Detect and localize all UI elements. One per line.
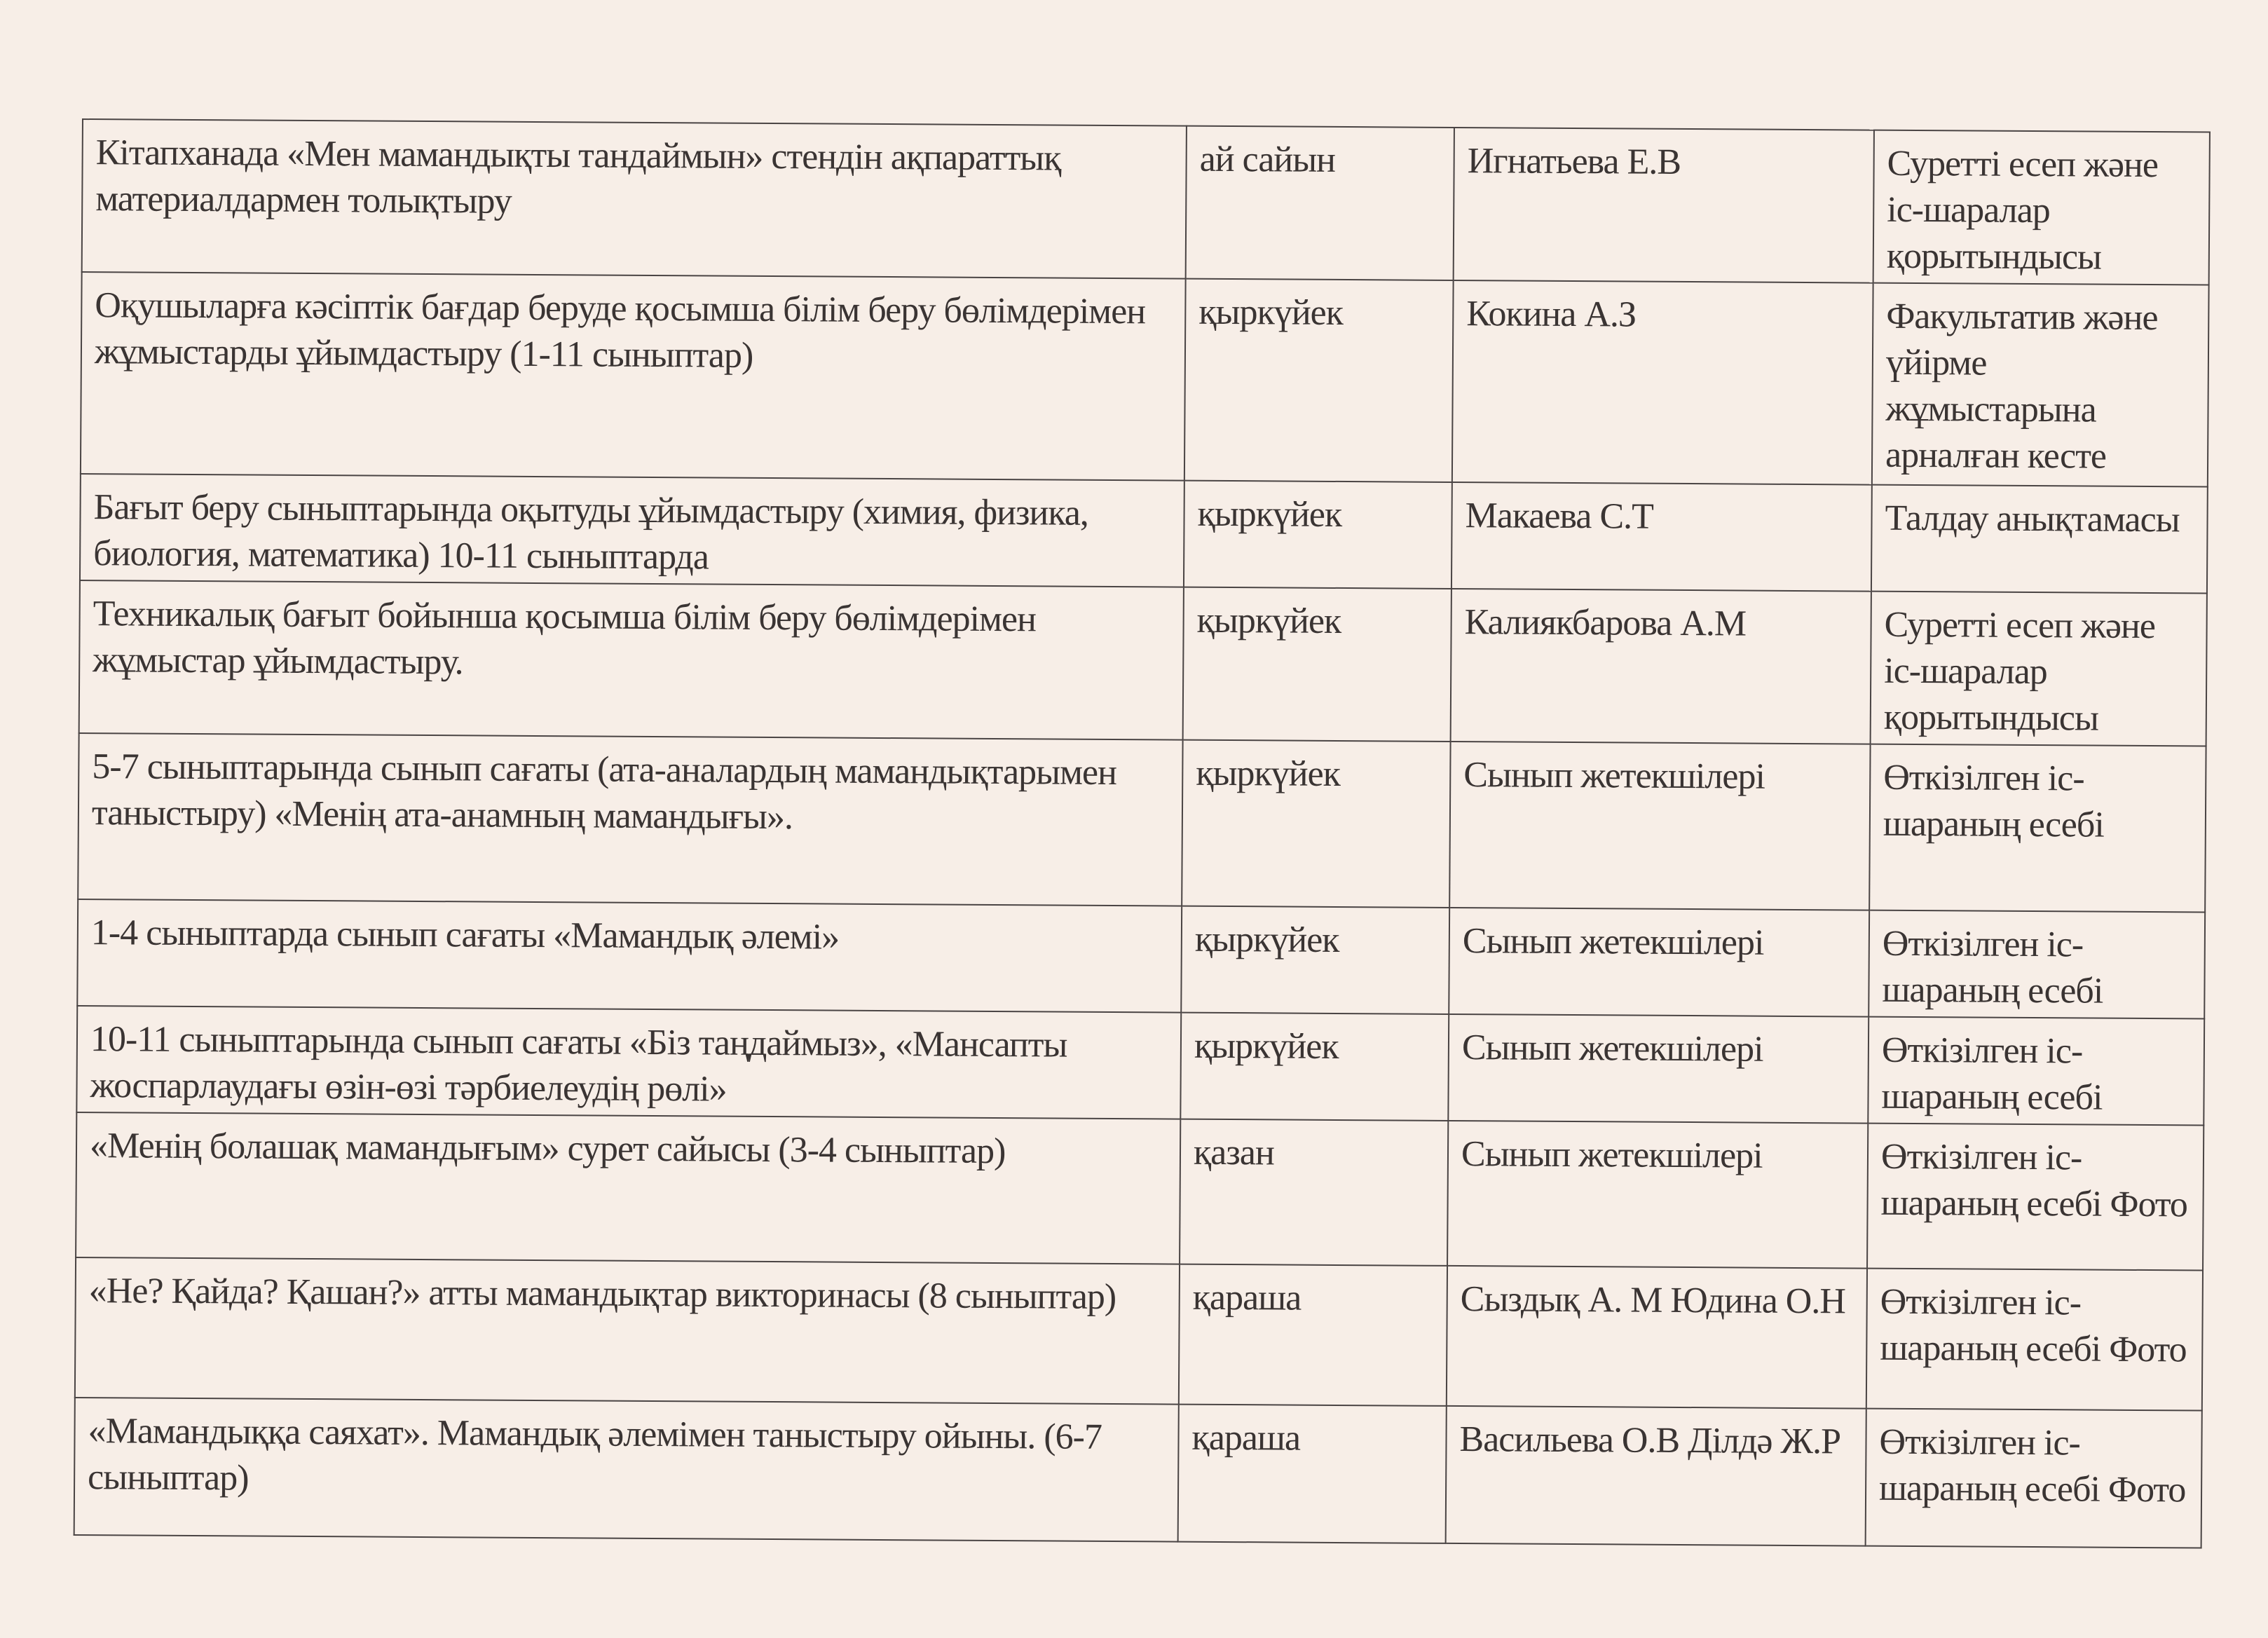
- responsible-cell: Сынып жетекшілері: [1449, 907, 1870, 1017]
- event-cell: Кітапханада «Мен мамандықты тандаймын» с…: [81, 119, 1187, 279]
- responsible-cell: Васильева О.В Ділдә Ж.Р: [1445, 1405, 1866, 1546]
- event-cell: «Мамандыққа саяхат». Мамандық әлемімен т…: [74, 1397, 1179, 1542]
- date-cell: қыркүйек: [1180, 1012, 1449, 1121]
- result-cell: Өткізілген іс-шараның есебі Фото: [1866, 1268, 2204, 1411]
- result-cell: Өткізілген іс-шараның есебі: [1869, 744, 2206, 913]
- responsible-cell: Игнатьева Е.В: [1453, 127, 1874, 283]
- date-cell: қыркүйек: [1182, 587, 1451, 742]
- result-cell: Талдау анықтамасы: [1871, 484, 2208, 594]
- table-row: Бағыт беру сыныптарында оқытуды ұйымдаст…: [79, 473, 2208, 594]
- table-row: Техникалық бағыт бойынша қосымша білім б…: [78, 580, 2207, 746]
- event-cell: «Не? Қайда? Қашан?» атты мамандықтар вик…: [74, 1257, 1180, 1405]
- event-cell: 5-7 сыныптарында сынып сағаты (ата-анала…: [78, 732, 1183, 906]
- responsible-cell: Сыздық А. М Юдина О.Н: [1446, 1265, 1868, 1409]
- event-cell: 1-4 сыныптарда сынып сағаты «Мамандық әл…: [77, 899, 1182, 1013]
- date-cell: қараша: [1178, 1264, 1448, 1406]
- responsible-cell: Кокина А.З: [1451, 280, 1873, 485]
- date-cell: қыркүйек: [1183, 480, 1452, 589]
- result-cell: Өткізілген іс-шараның есебі Фото: [1865, 1408, 2202, 1548]
- event-cell: Техникалық бағыт бойынша қосымша білім б…: [78, 580, 1184, 740]
- event-cell: «Менің болашақ мамандығым» сурет сайысы …: [76, 1112, 1181, 1264]
- table-row: «Мамандыққа саяхат». Мамандық әлемімен т…: [74, 1397, 2202, 1548]
- table-row: 1-4 сыныптарда сынып сағаты «Мамандық әл…: [77, 899, 2206, 1019]
- plan-table: Кітапханада «Мен мамандықты тандаймын» с…: [74, 118, 2211, 1549]
- table-row: Кітапханада «Мен мамандықты тандаймын» с…: [81, 119, 2210, 285]
- result-cell: Өткізілген іс-шараның есебі: [1868, 1016, 2205, 1126]
- event-cell: Оқушыларға кәсіптік бағдар беруде қосымш…: [80, 272, 1186, 481]
- responsible-cell: Макаева С.Т: [1451, 482, 1872, 592]
- table-row: 5-7 сыныптарында сынып сағаты (ата-анала…: [78, 732, 2206, 913]
- result-cell: Факультатив және үйірме жұмыстарына арна…: [1871, 282, 2209, 487]
- responsible-cell: Сынып жетекшілері: [1449, 741, 1871, 910]
- result-cell: Суретті есеп және іс-шаралар қорытындысы: [1873, 130, 2210, 285]
- table-row: Оқушыларға кәсіптік бағдар беруде қосымш…: [80, 272, 2209, 487]
- table-row: 10-11 сыныптарында сынып сағаты «Біз таң…: [76, 1005, 2205, 1126]
- date-cell: қараша: [1177, 1404, 1447, 1543]
- table-row: «Не? Қайда? Қашан?» атты мамандықтар вик…: [74, 1257, 2204, 1411]
- date-cell: қыркүйек: [1184, 278, 1454, 482]
- event-cell: Бағыт беру сыныптарында оқытуды ұйымдаст…: [79, 473, 1184, 587]
- table-row: «Менің болашақ мамандығым» сурет сайысы …: [76, 1112, 2204, 1271]
- result-cell: Өткізілген іс-шараның есебі Фото: [1867, 1123, 2204, 1271]
- date-cell: қазан: [1180, 1119, 1449, 1266]
- responsible-cell: Калиякбарова А.М: [1450, 588, 1871, 744]
- event-cell: 10-11 сыныптарында сынып сағаты «Біз таң…: [76, 1005, 1182, 1119]
- result-cell: Суретті есеп және іс-шаралар қорытындысы: [1870, 591, 2207, 746]
- date-cell: қыркүйек: [1181, 906, 1450, 1014]
- date-cell: ай сайын: [1185, 125, 1454, 280]
- result-cell: Өткізілген іс-шараның есебі: [1869, 910, 2206, 1019]
- responsible-cell: Сынып жетекшілері: [1447, 1120, 1869, 1269]
- date-cell: қыркүйек: [1182, 739, 1451, 908]
- responsible-cell: Сынып жетекшілері: [1448, 1013, 1869, 1124]
